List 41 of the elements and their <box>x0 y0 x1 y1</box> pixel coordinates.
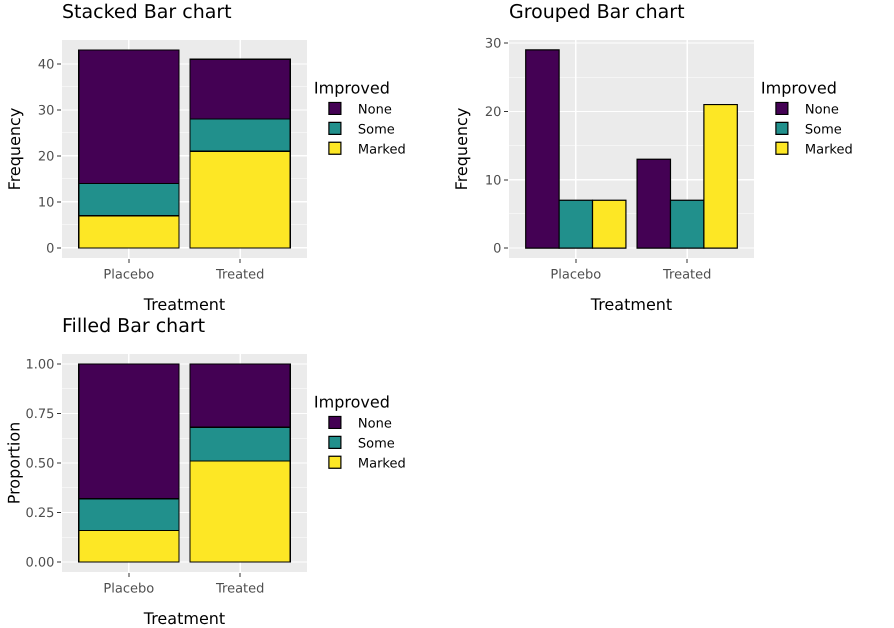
y-tick-label: 40 <box>38 57 54 72</box>
legend-label: Marked <box>358 142 406 158</box>
y-axis-title: Frequency <box>452 108 471 190</box>
chart-title: Grouped Bar chart <box>509 1 685 24</box>
x-tick-label: Placebo <box>550 268 602 283</box>
chart-title: Stacked Bar chart <box>62 1 232 24</box>
y-tick-label: 0.50 <box>25 456 54 472</box>
y-tick-label: 0 <box>46 241 54 256</box>
y-tick-label: 30 <box>484 36 502 52</box>
x-tick-label: Treated <box>214 582 264 597</box>
y-tick-label: 10 <box>484 173 502 188</box>
y-tick-label: 20 <box>38 149 54 164</box>
legend-label: Marked <box>804 142 853 158</box>
legend-title: Improved <box>314 392 390 412</box>
legend-label: None <box>804 102 839 118</box>
x-tick-label: Placebo <box>103 582 154 597</box>
y-tick-label: 0.75 <box>25 407 54 422</box>
x-tick-label: Placebo <box>103 268 154 283</box>
legend-title: Improved <box>314 78 390 98</box>
x-tick-label: Treated <box>662 268 712 283</box>
y-tick-label: 0.00 <box>25 556 54 571</box>
y-tick-label: 30 <box>38 103 54 118</box>
legend-label: Marked <box>358 456 406 472</box>
x-axis-title: Treatment <box>142 609 226 628</box>
x-tick-label: Treated <box>214 268 264 283</box>
y-axis-title: Proportion <box>4 422 24 504</box>
legend-label: Some <box>358 122 395 138</box>
y-tick-label: 1.00 <box>25 357 54 372</box>
legend-label: None <box>358 102 392 118</box>
y-axis-title: Frequency <box>5 108 24 190</box>
y-tick-label: 10 <box>38 195 54 210</box>
y-tick-label: 0 <box>493 242 502 257</box>
legend-label: Some <box>358 436 395 452</box>
y-tick-label: 20 <box>484 104 502 120</box>
x-axis-title: Treatment <box>590 295 672 314</box>
chart-title: Filled Bar chart <box>62 315 206 338</box>
legend-title: Improved <box>760 78 837 98</box>
x-axis-title: Treatment <box>142 295 226 314</box>
legend-label: Some <box>804 122 842 138</box>
y-tick-label: 0.25 <box>25 506 54 522</box>
legend-label: None <box>358 416 392 432</box>
